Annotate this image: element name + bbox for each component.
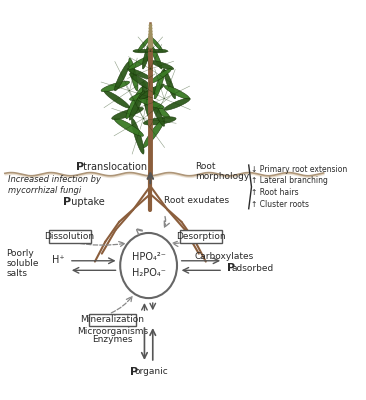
Ellipse shape [143, 96, 170, 119]
Ellipse shape [150, 37, 163, 51]
Ellipse shape [129, 58, 138, 91]
Text: P: P [130, 366, 138, 377]
Text: translocation: translocation [81, 162, 147, 172]
Text: Increased infection by
mycorrhizal fungi: Increased infection by mycorrhizal fungi [8, 175, 101, 195]
Ellipse shape [104, 90, 130, 108]
Text: Enzymes: Enzymes [92, 334, 132, 344]
Text: organic: organic [134, 367, 168, 376]
Ellipse shape [142, 42, 151, 69]
Text: Mineralization: Mineralization [80, 316, 144, 324]
Ellipse shape [139, 84, 164, 99]
Text: Dissolution: Dissolution [45, 232, 95, 241]
Text: adsorbed: adsorbed [231, 264, 274, 273]
Ellipse shape [138, 98, 164, 108]
FancyBboxPatch shape [49, 230, 91, 243]
Ellipse shape [130, 74, 155, 91]
Ellipse shape [164, 86, 190, 99]
Text: P: P [227, 263, 235, 273]
Ellipse shape [131, 118, 144, 154]
Ellipse shape [127, 68, 150, 79]
Text: ↓ Primary root extension: ↓ Primary root extension [251, 164, 347, 174]
Ellipse shape [164, 70, 176, 99]
FancyBboxPatch shape [89, 314, 136, 326]
Ellipse shape [143, 118, 165, 148]
Ellipse shape [150, 68, 171, 83]
Text: ↑ Cluster roots: ↑ Cluster roots [251, 200, 309, 209]
Circle shape [120, 233, 177, 298]
Text: uptake: uptake [68, 197, 104, 207]
FancyBboxPatch shape [180, 230, 222, 243]
Text: H₂PO₄⁻: H₂PO₄⁻ [132, 268, 165, 278]
Ellipse shape [133, 49, 150, 53]
Ellipse shape [129, 91, 145, 120]
Text: Root exudates: Root exudates [164, 196, 229, 205]
Text: Root
morphology: Root morphology [195, 162, 250, 181]
Text: ↑ Root hairs: ↑ Root hairs [251, 188, 298, 197]
Ellipse shape [164, 98, 190, 110]
Ellipse shape [150, 60, 173, 70]
Text: Carboxylates: Carboxylates [195, 252, 254, 261]
Ellipse shape [112, 107, 143, 120]
Text: HPO₄²⁻: HPO₄²⁻ [132, 252, 165, 262]
Text: Microorganisms: Microorganisms [76, 327, 148, 336]
Ellipse shape [138, 37, 150, 51]
Text: Poorly
soluble
salts: Poorly soluble salts [7, 249, 39, 278]
Ellipse shape [128, 56, 150, 69]
Ellipse shape [154, 69, 165, 99]
Ellipse shape [150, 99, 165, 126]
Ellipse shape [143, 117, 176, 125]
Ellipse shape [126, 86, 144, 119]
Ellipse shape [101, 81, 130, 92]
Text: P: P [76, 162, 84, 172]
Ellipse shape [150, 44, 162, 69]
Text: ↑ Lateral branching: ↑ Lateral branching [251, 176, 328, 186]
Text: P: P [63, 197, 71, 207]
Ellipse shape [130, 90, 158, 100]
Ellipse shape [115, 62, 130, 91]
Ellipse shape [150, 49, 168, 53]
Text: H⁺: H⁺ [52, 255, 64, 265]
Ellipse shape [114, 118, 143, 136]
Ellipse shape [149, 31, 152, 51]
Text: Desorption: Desorption [176, 232, 225, 241]
Ellipse shape [142, 82, 151, 118]
